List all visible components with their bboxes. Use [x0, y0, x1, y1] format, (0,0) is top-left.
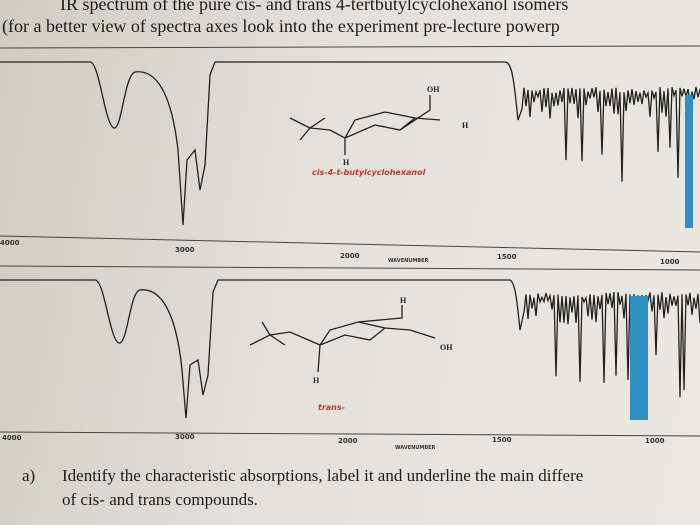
- frame-top: [0, 265, 700, 271]
- spectrum-curve: [0, 61, 700, 226]
- axis-label: 1500: [492, 436, 512, 444]
- axis-label: 4000: [2, 434, 22, 442]
- molecule-name: trans-: [318, 403, 345, 412]
- axis-line: [0, 235, 700, 253]
- atom-label: H: [343, 158, 350, 167]
- highlight-band: [630, 296, 648, 420]
- header-line-2: (for a better view of spectra axes look …: [2, 16, 560, 36]
- atom-label: H: [313, 376, 320, 385]
- atom-label: H: [462, 121, 469, 130]
- axis-label: 2000: [338, 437, 358, 445]
- highlight-band: [685, 95, 693, 228]
- header-line-1: IR spectrum of the pure cis- and trans 4…: [60, 0, 569, 14]
- axis-label: 1000: [645, 437, 665, 445]
- molecule-structure: [289, 95, 441, 155]
- axis-label: 1500: [497, 253, 517, 261]
- molecule-structure: [249, 305, 436, 373]
- axis-label: WAVENUMBER: [395, 445, 436, 451]
- axis-label: WAVENUMBER: [388, 258, 429, 264]
- question-text: of cis- and trans compounds.: [62, 490, 258, 509]
- axis-label: 4000: [0, 239, 20, 247]
- axis-label: 1000: [660, 258, 680, 266]
- atom-label: OH: [440, 343, 453, 352]
- question-text: Identify the characteristic absorptions,…: [62, 466, 584, 485]
- axis-line: [0, 431, 700, 437]
- frame-top: [0, 45, 700, 49]
- axis-label: 2000: [340, 252, 360, 260]
- atom-label: OH: [427, 85, 440, 94]
- axis-label: 3000: [175, 433, 195, 441]
- spectrum-curve: [0, 279, 700, 419]
- axis-label: 3000: [175, 246, 195, 254]
- question-label: a): [22, 466, 36, 485]
- atom-label: H: [400, 296, 407, 305]
- molecule-name: cis-4-t-butylcyclohexanol: [312, 168, 426, 177]
